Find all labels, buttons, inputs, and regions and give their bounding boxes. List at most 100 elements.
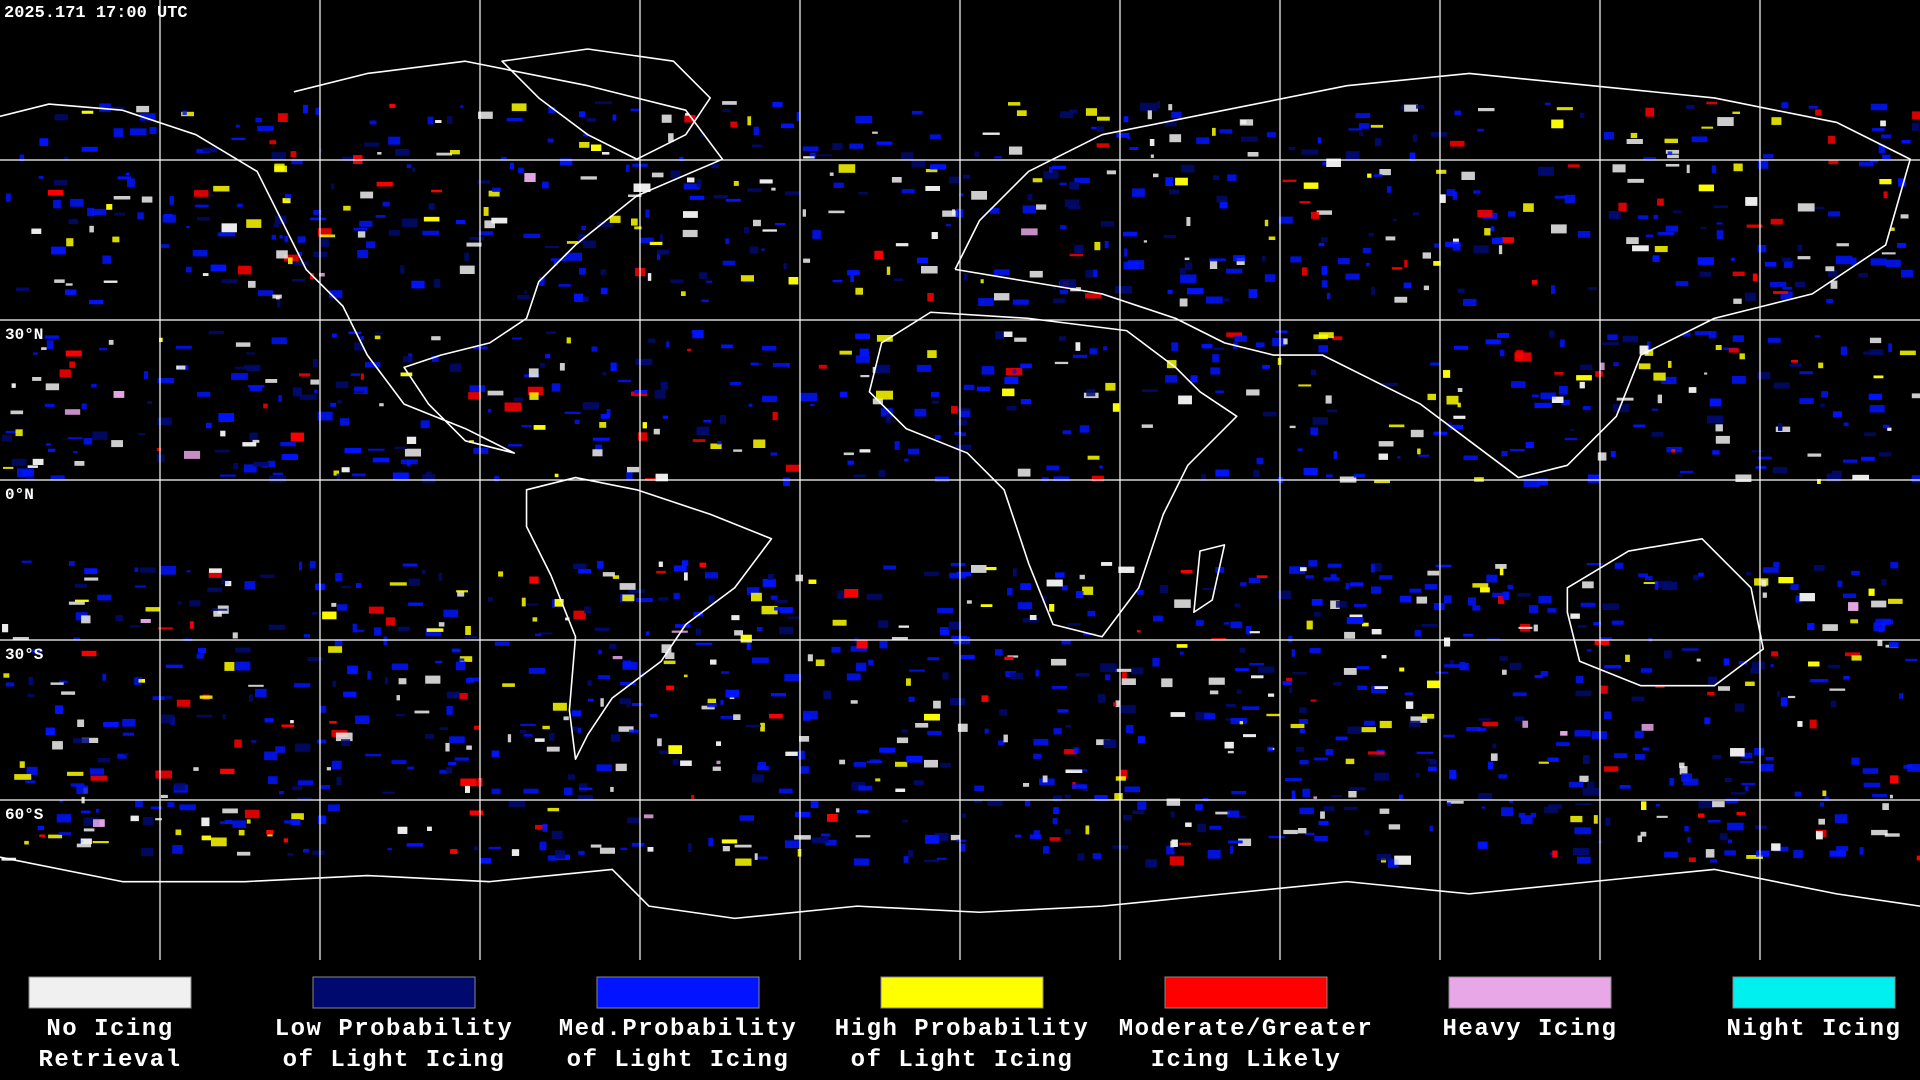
icing-speckle [815,154,832,157]
icing-speckle [1091,475,1104,482]
icing-speckle [1362,247,1371,253]
icing-speckle [61,691,76,695]
icing-speckle [108,106,125,109]
icing-speckle [751,144,763,148]
icing-speckle [874,250,883,259]
icing-speckle [1704,372,1708,375]
icing-speckle [1118,566,1135,573]
icing-speckle [1180,274,1197,283]
icing-speckle [685,113,690,116]
icing-speckle [1381,655,1387,659]
icing-speckle [958,419,968,426]
icing-speckle [1551,119,1564,129]
icing-speckle [222,714,226,720]
icing-speckle [994,293,1010,301]
icing-speckle [729,382,742,386]
icing-speckle [875,364,890,374]
icing-speckle [1202,797,1209,801]
icing-speckle [343,691,357,697]
icing-speckle [582,402,600,410]
icing-speckle [683,674,688,678]
icing-speckle [894,278,904,282]
icing-speckle [26,476,35,481]
icing-speckle [73,451,78,454]
icing-speckle [1512,692,1527,697]
icing-speckle [54,279,65,283]
icing-speckle [794,835,811,840]
icing-speckle [1457,402,1461,408]
icing-speckle [1574,827,1591,835]
icing-speckle [1007,655,1019,658]
icing-speckle [1323,806,1335,812]
icing-speckle [1640,831,1647,837]
icing-speckle [847,270,860,276]
icing-speckle [600,414,610,419]
icing-speckle [312,612,318,615]
icing-speckle [868,660,874,666]
icing-speckle [514,397,524,402]
icing-speckle [192,249,208,257]
icing-speckle [647,273,652,281]
icing-speckle [498,571,504,577]
icing-speckle [1240,136,1258,142]
icing-speckle [552,599,556,608]
icing-speckle [619,698,631,705]
icing-speckle [587,680,592,686]
icing-speckle [1059,289,1069,295]
icing-speckle [1379,575,1393,580]
icing-speckle [32,649,41,653]
icing-speckle [1364,830,1370,836]
icing-speckle [684,572,688,581]
icing-speckle [459,693,468,700]
icing-speckle [1556,107,1573,111]
icing-speckle [670,170,681,179]
icing-speckle [1298,719,1308,724]
icing-speckle [1299,760,1309,765]
icing-speckle [759,179,773,184]
icing-speckle [1657,231,1675,235]
icing-speckle [1868,588,1875,596]
icing-speckle [1477,841,1488,849]
icing-speckle [1570,613,1580,619]
icing-speckle [989,207,1000,214]
icing-speckle [1765,757,1774,761]
icing-speckle [1087,455,1100,460]
icing-speckle [692,330,704,339]
icing-speckle [368,606,384,614]
icing-speckle [408,578,420,586]
icing-speckle [1106,170,1116,175]
icing-speckle [232,820,246,828]
icing-speckle [224,662,235,671]
icing-speckle [683,211,698,218]
icing-speckle [600,269,607,276]
icing-speckle [81,737,99,743]
icing-speckle [400,372,413,377]
icing-speckle [280,441,296,447]
icing-speckle [855,287,863,295]
icing-speckle [450,150,460,155]
icing-speckle [487,597,493,602]
icing-speckle [784,191,801,196]
icing-speckle [1239,647,1246,653]
icing-speckle [1905,658,1918,662]
icing-speckle [1486,637,1500,641]
icing-speckle [307,657,323,661]
icing-speckle [1247,152,1259,157]
icing-speckle [1417,448,1421,455]
icing-speckle [696,426,710,435]
icing-speckle [484,220,495,229]
icing-speckle [387,848,392,851]
icing-speckle [54,114,68,121]
icing-speckle [293,683,311,688]
icing-speckle [1033,738,1049,746]
latitude-labels: 30°N0°N30°S60°S [5,326,44,824]
icing-speckle [810,403,815,406]
icing-speckle [1022,205,1037,214]
icing-speckle [645,631,650,636]
icing-speckle [488,846,501,849]
icing-speckle [1645,576,1653,581]
icing-speckle [689,195,705,200]
icing-speckle [1399,794,1403,801]
